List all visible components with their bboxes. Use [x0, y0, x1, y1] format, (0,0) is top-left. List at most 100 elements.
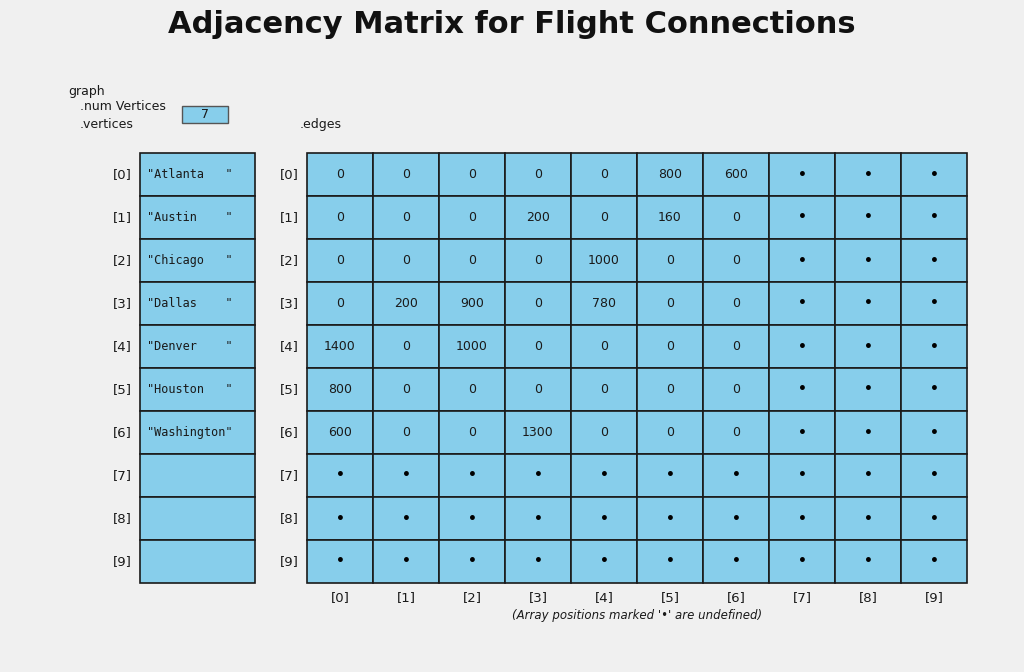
- Text: 0: 0: [534, 254, 542, 267]
- FancyBboxPatch shape: [835, 454, 901, 497]
- FancyBboxPatch shape: [703, 368, 769, 411]
- FancyBboxPatch shape: [571, 282, 637, 325]
- FancyBboxPatch shape: [439, 454, 505, 497]
- Text: [3]: [3]: [280, 297, 299, 310]
- FancyBboxPatch shape: [769, 282, 835, 325]
- Text: •: •: [798, 425, 807, 439]
- Text: 0: 0: [732, 297, 740, 310]
- FancyBboxPatch shape: [637, 540, 703, 583]
- Text: 0: 0: [534, 383, 542, 396]
- Text: 0: 0: [666, 426, 674, 439]
- FancyBboxPatch shape: [307, 282, 373, 325]
- FancyBboxPatch shape: [637, 454, 703, 497]
- Text: 600: 600: [724, 168, 748, 181]
- Text: 1000: 1000: [456, 340, 488, 353]
- FancyBboxPatch shape: [307, 153, 373, 196]
- Text: [5]: [5]: [280, 383, 299, 396]
- FancyBboxPatch shape: [505, 239, 571, 282]
- Text: •: •: [731, 511, 740, 526]
- FancyBboxPatch shape: [769, 239, 835, 282]
- Text: 0: 0: [534, 168, 542, 181]
- Text: "Austin    ": "Austin ": [147, 211, 232, 224]
- Text: 0: 0: [468, 254, 476, 267]
- Text: •: •: [600, 554, 608, 569]
- FancyBboxPatch shape: [703, 282, 769, 325]
- FancyBboxPatch shape: [769, 540, 835, 583]
- FancyBboxPatch shape: [140, 540, 255, 583]
- FancyBboxPatch shape: [571, 239, 637, 282]
- Text: •: •: [798, 382, 807, 396]
- Text: 0: 0: [468, 426, 476, 439]
- Text: •: •: [798, 511, 807, 526]
- FancyBboxPatch shape: [703, 153, 769, 196]
- Text: (Array positions marked '•' are undefined): (Array positions marked '•' are undefine…: [512, 609, 762, 622]
- Text: 0: 0: [732, 383, 740, 396]
- Text: •: •: [666, 468, 675, 482]
- Text: •: •: [863, 210, 872, 224]
- FancyBboxPatch shape: [835, 411, 901, 454]
- Text: 160: 160: [658, 211, 682, 224]
- Text: •: •: [798, 253, 807, 267]
- Text: 200: 200: [394, 297, 418, 310]
- FancyBboxPatch shape: [140, 239, 255, 282]
- FancyBboxPatch shape: [140, 497, 255, 540]
- Text: •: •: [863, 253, 872, 267]
- FancyBboxPatch shape: [901, 368, 967, 411]
- Text: [2]: [2]: [113, 254, 132, 267]
- FancyBboxPatch shape: [637, 368, 703, 411]
- Text: [4]: [4]: [281, 340, 299, 353]
- FancyBboxPatch shape: [571, 411, 637, 454]
- FancyBboxPatch shape: [769, 153, 835, 196]
- Text: [8]: [8]: [281, 512, 299, 525]
- FancyBboxPatch shape: [182, 106, 228, 123]
- FancyBboxPatch shape: [571, 540, 637, 583]
- Text: •: •: [930, 339, 938, 353]
- Text: [3]: [3]: [113, 297, 132, 310]
- Text: [2]: [2]: [463, 591, 481, 604]
- FancyBboxPatch shape: [769, 497, 835, 540]
- FancyBboxPatch shape: [505, 368, 571, 411]
- Text: •: •: [930, 382, 938, 396]
- FancyBboxPatch shape: [505, 196, 571, 239]
- Text: [7]: [7]: [113, 469, 132, 482]
- FancyBboxPatch shape: [505, 540, 571, 583]
- Text: 0: 0: [534, 297, 542, 310]
- Text: •: •: [401, 554, 411, 569]
- Text: 600: 600: [328, 426, 352, 439]
- Text: "Chicago   ": "Chicago ": [147, 254, 232, 267]
- Text: •: •: [930, 210, 938, 224]
- FancyBboxPatch shape: [439, 239, 505, 282]
- Text: 0: 0: [336, 254, 344, 267]
- FancyBboxPatch shape: [140, 282, 255, 325]
- FancyBboxPatch shape: [901, 540, 967, 583]
- FancyBboxPatch shape: [901, 153, 967, 196]
- FancyBboxPatch shape: [901, 325, 967, 368]
- Text: [4]: [4]: [113, 340, 132, 353]
- FancyBboxPatch shape: [439, 540, 505, 583]
- Text: 0: 0: [600, 168, 608, 181]
- Text: •: •: [930, 468, 938, 482]
- FancyBboxPatch shape: [637, 282, 703, 325]
- FancyBboxPatch shape: [703, 196, 769, 239]
- Text: •: •: [731, 468, 740, 482]
- Text: 1000: 1000: [588, 254, 620, 267]
- Text: [9]: [9]: [113, 555, 132, 568]
- FancyBboxPatch shape: [373, 196, 439, 239]
- FancyBboxPatch shape: [307, 239, 373, 282]
- FancyBboxPatch shape: [637, 239, 703, 282]
- Text: 900: 900: [460, 297, 484, 310]
- Text: "Dallas    ": "Dallas ": [147, 297, 232, 310]
- FancyBboxPatch shape: [571, 454, 637, 497]
- Text: .edges: .edges: [300, 118, 342, 131]
- Text: •: •: [401, 511, 411, 526]
- Text: •: •: [930, 554, 938, 569]
- Text: [0]: [0]: [113, 168, 132, 181]
- FancyBboxPatch shape: [373, 411, 439, 454]
- Text: [1]: [1]: [396, 591, 416, 604]
- Text: [7]: [7]: [793, 591, 811, 604]
- Text: •: •: [336, 511, 344, 526]
- Text: [1]: [1]: [113, 211, 132, 224]
- FancyBboxPatch shape: [703, 540, 769, 583]
- Text: [5]: [5]: [113, 383, 132, 396]
- Text: 0: 0: [336, 168, 344, 181]
